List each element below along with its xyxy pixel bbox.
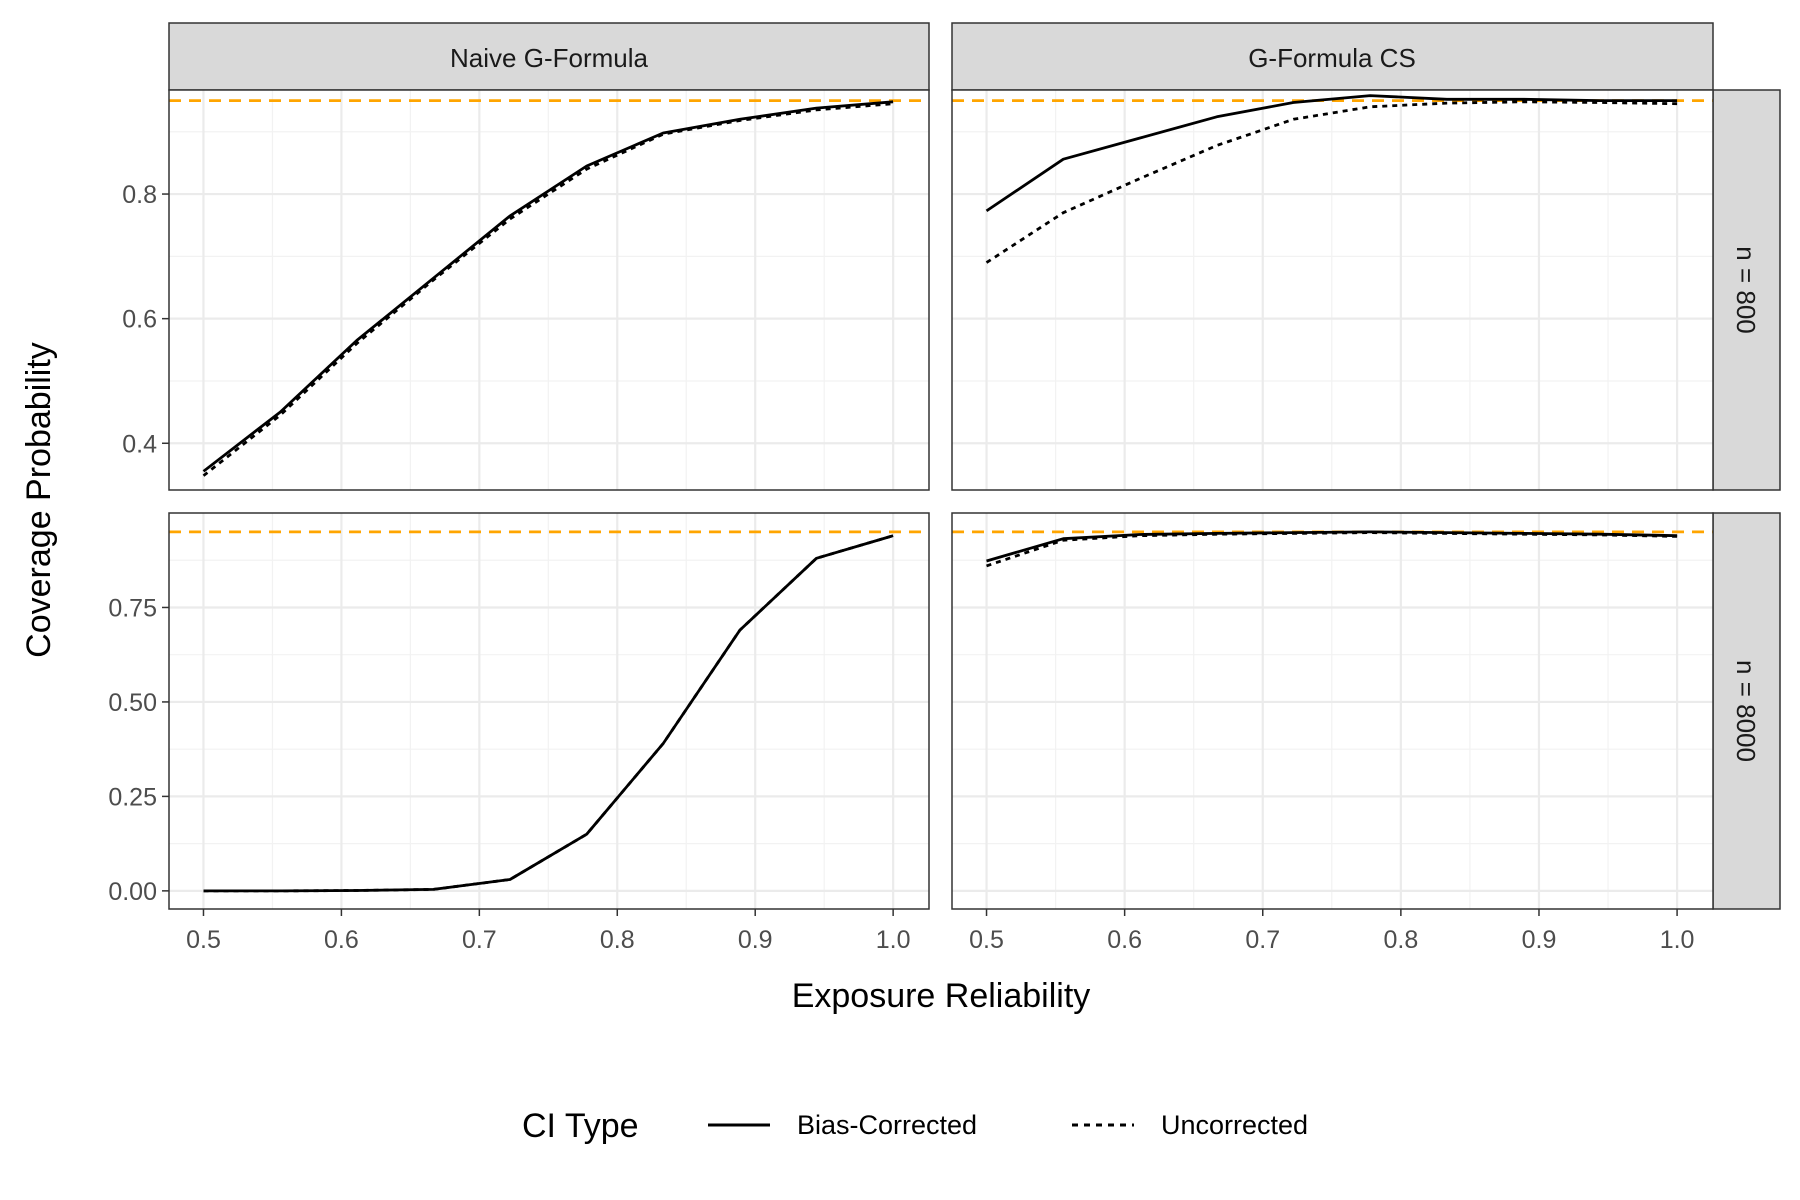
y-tick-label: 0.75 (108, 594, 157, 622)
x-tick-label: 0.6 (324, 926, 359, 954)
column-strip-label: Naive G-Formula (450, 43, 648, 73)
x-tick-label: 1.0 (1660, 926, 1695, 954)
y-axis-title: Coverage Probability (20, 342, 58, 658)
column-strip-0: Naive G-Formula (168, 22, 930, 91)
x-tick-label: 0.5 (186, 926, 221, 954)
column-strip-label: G-Formula CS (1248, 43, 1416, 73)
x-axis-title: Exposure Reliability (792, 977, 1091, 1015)
x-tick-label: 0.7 (462, 926, 497, 954)
panel-1-1: 0.5 0.6 0.7 0.8 0.9 1.0 (951, 512, 1714, 954)
series-line-uncorrected (202, 102, 894, 477)
x-tick-label: 0.5 (969, 926, 1004, 954)
row-strip-label: n = 8000 (1731, 660, 1761, 762)
panel-border (168, 89, 930, 491)
panel-background (169, 90, 929, 490)
panels-layer: 0.4 0.6 0.8 0.00 0.25 0.50 0.75 0.5 0.6 0.7 0.8 0.9… (108, 89, 1714, 954)
row-strip-0: n = 800 (1712, 89, 1781, 491)
panel-border (951, 512, 1714, 910)
row-strip-1: n = 8000 (1712, 512, 1781, 910)
y-tick-label: 0.4 (122, 430, 157, 458)
y-tick-label: 0.00 (108, 878, 157, 906)
x-tick-label: 0.9 (1522, 926, 1557, 954)
panel-background (952, 90, 1713, 490)
x-tick-label: 0.9 (738, 926, 773, 954)
panel-0-1 (951, 89, 1714, 491)
series-line-bias-corrected (986, 530, 1678, 563)
legend: CI Type Bias-Corrected Uncorrected (522, 1107, 1308, 1145)
legend-label-uncorrected: Uncorrected (1161, 1110, 1308, 1140)
row-strip-label: n = 800 (1731, 246, 1761, 333)
x-tick-label: 1.0 (876, 926, 911, 954)
y-tick-label: 0.8 (122, 181, 157, 209)
y-tick-label: 0.50 (108, 689, 157, 717)
series-line-uncorrected (985, 100, 1678, 264)
panel-0-0: 0.4 0.6 0.8 (122, 89, 930, 491)
series-line-bias-corrected (985, 94, 1678, 213)
series-line-uncorrected (203, 534, 894, 893)
panel-border (951, 89, 1714, 491)
x-tick-label: 0.8 (1383, 926, 1418, 954)
x-tick-label: 0.8 (600, 926, 635, 954)
legend-title: CI Type (522, 1107, 639, 1145)
panel-1-0: 0.00 0.25 0.50 0.75 0.5 0.6 0.7 0.8 0.9 1.0 (108, 512, 930, 954)
x-tick-label: 0.7 (1245, 926, 1280, 954)
panel-background (952, 513, 1713, 909)
panel-background (169, 513, 929, 909)
x-tick-label: 0.6 (1107, 926, 1142, 954)
panel-border (168, 512, 930, 910)
y-tick-label: 0.6 (122, 306, 157, 334)
y-tick-label: 0.25 (108, 783, 157, 811)
series-line-bias-corrected (202, 100, 894, 473)
column-strip-1: G-Formula CS (951, 22, 1714, 91)
legend-label-bias-corrected: Bias-Corrected (797, 1110, 977, 1140)
